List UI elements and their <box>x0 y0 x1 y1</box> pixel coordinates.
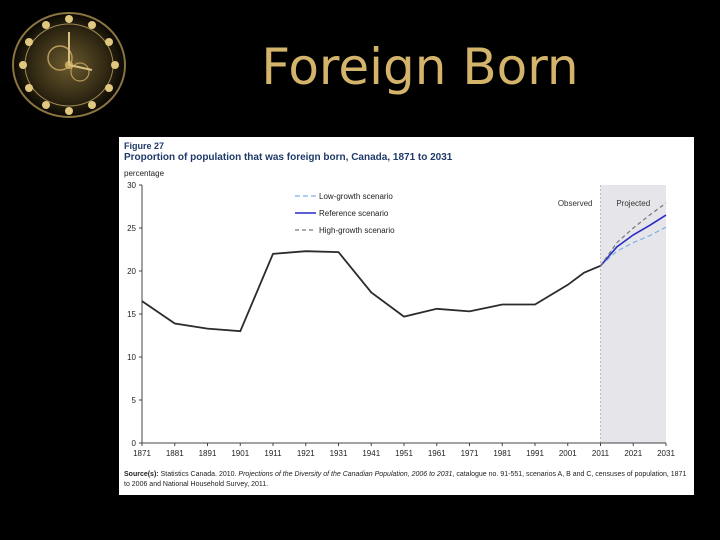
figure-panel: Figure 27 Proportion of population that … <box>119 137 694 495</box>
x-tick-label: 1921 <box>297 449 315 458</box>
x-tick-label: 1901 <box>231 449 249 458</box>
y-tick-label: 15 <box>127 310 136 319</box>
x-tick-label: 1941 <box>362 449 380 458</box>
series-line-high <box>600 202 667 267</box>
x-tick-label: 2021 <box>624 449 642 458</box>
x-tick-label: 1931 <box>330 449 348 458</box>
figure-title: Proportion of population that was foreig… <box>124 152 453 163</box>
series-line-observed <box>141 250 601 333</box>
legend-entry-reference: Reference scenario <box>319 209 389 218</box>
y-axis-label: percentage <box>124 169 165 178</box>
x-tick-label: 1971 <box>461 449 479 458</box>
figure-label: Figure 27 <box>124 141 165 151</box>
legend-entry-high: High-growth scenario <box>319 226 395 235</box>
series-line-low <box>600 226 667 267</box>
x-tick-label: 2001 <box>559 449 577 458</box>
x-tick-label: 1891 <box>199 449 217 458</box>
x-tick-label: 1961 <box>428 449 446 458</box>
y-tick-label: 30 <box>127 181 136 190</box>
y-tick-label: 5 <box>132 396 137 405</box>
source-text-1: Statistics Canada. 2010. <box>160 471 237 478</box>
x-tick-label: 2011 <box>592 449 610 458</box>
y-tick-label: 0 <box>132 439 137 448</box>
x-tick-label: 1951 <box>395 449 413 458</box>
x-tick-label: 2031 <box>657 449 675 458</box>
x-tick-label: 1981 <box>493 449 511 458</box>
region-label-projected: Projected <box>616 199 650 208</box>
line-chart: 0 5 10 15 20 25 30 1871 1881 1891 1901 1911 1921 1931… <box>127 181 675 458</box>
clock-icon <box>12 12 126 118</box>
y-tick-label: 20 <box>127 267 136 276</box>
source-label: Source(s): <box>124 471 159 478</box>
x-tick-label: 1871 <box>133 449 151 458</box>
y-tick-label: 25 <box>127 224 136 233</box>
x-tick-label: 1911 <box>264 449 282 458</box>
region-label-observed: Observed <box>558 199 593 208</box>
series-line-reference <box>599 214 667 267</box>
x-tick-label: 1991 <box>526 449 544 458</box>
slide-title: Foreign Born <box>261 38 579 96</box>
source-title: Projections of the Diversity of the Cana… <box>238 471 453 478</box>
source-text-2: , catalogue no. 91-551, scenarios A, B a… <box>124 471 687 488</box>
legend-entry-low: Low-growth scenario <box>319 192 393 201</box>
y-tick-label: 10 <box>127 353 136 362</box>
projected-region <box>600 185 666 443</box>
x-tick-label: 1881 <box>166 449 184 458</box>
source-note: Source(s): Statistics Canada. 2010. Proj… <box>124 470 689 490</box>
